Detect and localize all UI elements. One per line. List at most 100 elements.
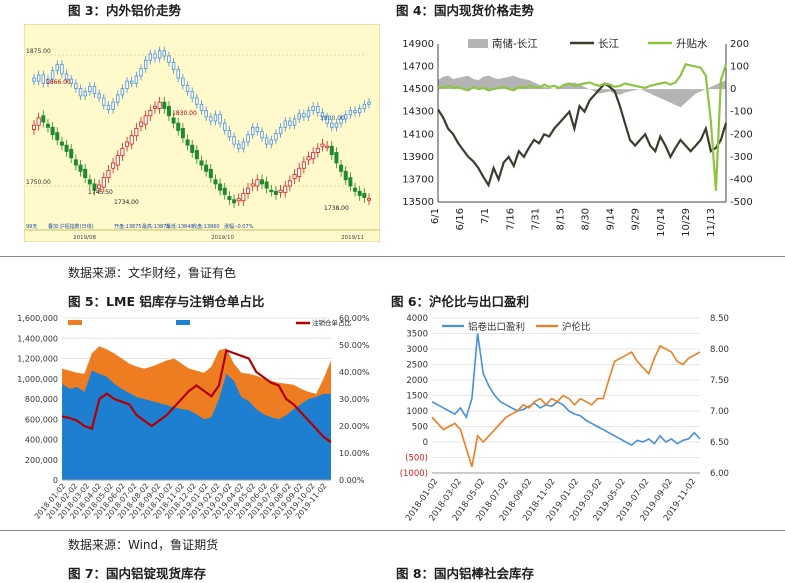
f5-ytick-left: 800,000 — [25, 395, 58, 404]
f3-lme-candle — [330, 122, 334, 128]
f3-shfe-candle — [120, 147, 125, 157]
f3-lme-candle — [116, 94, 120, 103]
f3-shfe-candle — [273, 190, 278, 195]
f3-lme-candle — [185, 84, 190, 93]
f3-shfe-candle — [208, 168, 213, 179]
f3-lme-candle — [88, 86, 92, 93]
f3-shfe-candle — [73, 159, 78, 166]
f3-lme-candle — [320, 112, 325, 118]
f6-line-export-profit — [431, 333, 701, 447]
f6-ytick-left: 500 — [412, 423, 428, 433]
f3-shfe-candle — [362, 192, 367, 198]
f3-shfe-candle — [315, 147, 320, 153]
f3-price-label: 1738.00 — [324, 205, 349, 212]
f4-ytick-right: -100 — [730, 107, 753, 118]
f4-xtick: 11/13 — [706, 208, 717, 237]
f3-shfe-candle — [325, 145, 330, 149]
f3-lme-candle — [260, 131, 264, 139]
f6-ytick-left: 1000 — [406, 407, 428, 417]
f5-ytick-left: 1,000,000 — [17, 375, 58, 384]
f3-lme-candle — [209, 116, 213, 122]
f3-lme-candle — [223, 122, 227, 131]
f3-lme-label: 1830.00 — [320, 115, 345, 122]
f4-area-spread — [438, 75, 726, 108]
f3-lme-candle — [367, 101, 371, 105]
f5-ytick-left: 400,000 — [25, 436, 58, 445]
f4-ytick-right: -500 — [730, 197, 753, 208]
f3-shfe-candle — [194, 150, 199, 160]
f3-lme-candle — [139, 68, 143, 77]
f5-ytick-right: 60.00% — [339, 314, 370, 323]
f3-lme-candle — [41, 74, 46, 84]
f3-shfe-candle — [227, 196, 232, 201]
f3-footer-text: 叠加:沪铝指数(日线) — [48, 223, 94, 230]
f3-shfe-candle — [83, 168, 88, 179]
f3-lme-candle — [269, 139, 273, 145]
f3-shfe-candle — [306, 156, 311, 161]
f4-ytick-left: 13900 — [402, 152, 434, 163]
f3-shfe-candle — [36, 117, 41, 126]
f4-xtick: 7/31 — [530, 208, 541, 230]
f3-lme-candle — [167, 55, 171, 63]
f4-xtick: 10/14 — [656, 208, 667, 237]
f3-shfe-candle — [50, 126, 55, 136]
f3-lme-candle — [316, 105, 320, 114]
f6-ytick-left: 1500 — [406, 392, 428, 402]
f3-lme-candle — [111, 101, 115, 110]
f6-ytick-left: (1000) — [400, 469, 428, 479]
f3-shfe-candle — [348, 177, 353, 187]
fig3-candlestick-chart: 1875.00 1750.00 2019/08 2019/10 2019/11 99天 叠加… — [24, 24, 380, 242]
f6-ytick-left: 3500 — [406, 330, 428, 340]
f3-shfe-candle — [78, 164, 83, 172]
f3-shfe-candle — [320, 143, 325, 147]
f5-area-cancelled — [62, 370, 331, 480]
fig8-caption: 图 8：国内铝棒社会库存 — [396, 566, 535, 581]
f4-ytick-right: -300 — [730, 152, 753, 163]
f3-lme-candle — [195, 97, 199, 105]
f3-footer-text: 收盘:13860 — [192, 223, 220, 230]
f3-shfe-candle — [311, 152, 316, 160]
f3-price-label: 1745.50 — [88, 189, 113, 196]
f4-legend-label-premium: 升贴水 — [676, 37, 708, 50]
f3-shfe-candle — [297, 167, 302, 178]
f3-lme-candle — [125, 80, 129, 89]
f3-lme-candle — [255, 126, 260, 132]
f3-lme-candle — [55, 64, 59, 72]
f3-shfe-candle — [357, 190, 362, 196]
f3-shfe-candle — [255, 179, 260, 187]
f4-ytick-left: 13700 — [402, 174, 434, 185]
f3-lme-candle — [274, 133, 278, 141]
f6-ytick-right: 8.50 — [710, 314, 729, 324]
f3-footer-text: 99天 — [26, 224, 37, 230]
f3-shfe-candle — [171, 117, 176, 124]
f4-legend-swatch-area — [468, 39, 488, 48]
f3-lme-candle — [143, 59, 148, 70]
f3-shfe-candle — [259, 179, 264, 185]
fig7-caption: 图 7：国内铝锭现货库存 — [68, 566, 207, 581]
f3-shfe-candle — [236, 198, 241, 202]
f3-lme-candle — [278, 126, 283, 135]
f6-ytick-right: 8.00 — [710, 345, 729, 355]
f3-shfe-candle — [343, 170, 348, 181]
f3-lme-candle — [162, 50, 166, 57]
f3-shfe-candle — [115, 155, 120, 166]
f4-xtick: 7/1 — [480, 208, 491, 224]
f4-xtick: 7/16 — [505, 208, 516, 230]
f4-xtick: 6/16 — [455, 208, 466, 230]
f3-lme-candle — [362, 103, 367, 109]
f3-footer-text: 最高:13875 — [142, 223, 170, 230]
f3-lme-candle — [283, 120, 287, 128]
f3-lme-candle — [199, 103, 204, 111]
f5-ytick-right: 20.00% — [339, 422, 370, 431]
f3-lme-candle — [353, 110, 357, 114]
f3-lme-candle — [153, 53, 157, 59]
f6-ytick-left: (500) — [405, 454, 428, 464]
f3-lme-candle — [171, 61, 176, 71]
f3-lme-candle — [334, 122, 339, 128]
f5-legend-swatch-cancelled — [176, 320, 190, 325]
f3-lme-candle — [297, 113, 301, 120]
f3-shfe-candle — [204, 164, 209, 172]
f3-price-label: 1866.00 — [46, 79, 71, 86]
f3-shfe-candle — [69, 148, 74, 159]
f3-lme-candle — [176, 69, 180, 79]
